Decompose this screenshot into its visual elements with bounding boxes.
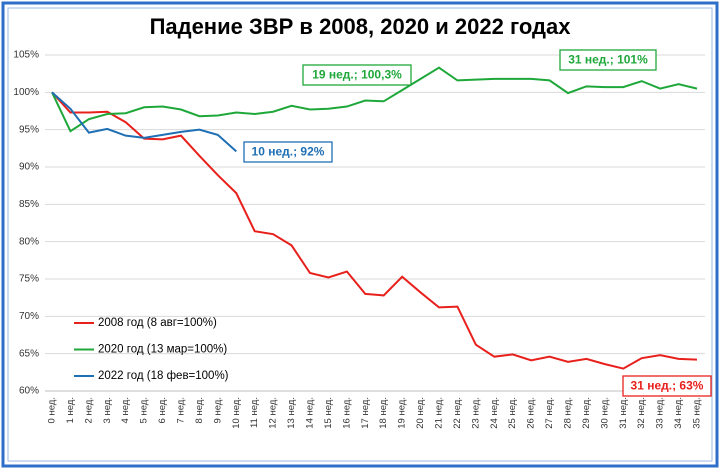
- x-tick-label: 20 нед.: [415, 397, 426, 429]
- annotation-box: [622, 375, 712, 397]
- x-tick-label: 13 нед.: [286, 397, 297, 429]
- x-tick-label: 0 нед.: [47, 397, 58, 423]
- x-tick-label: 27 нед.: [544, 397, 555, 429]
- y-tick-label: 60%: [19, 386, 39, 397]
- chart-title: Падение ЗВР в 2008, 2020 и 2022 годах: [150, 14, 572, 39]
- x-tick-label: 28 нед.: [563, 397, 574, 429]
- annotation: 31 нед.; 63%: [631, 379, 704, 393]
- y-tick-label: 95%: [19, 124, 39, 135]
- annotation: 31 нед.; 101%: [568, 53, 648, 67]
- annotation-box: [243, 141, 333, 163]
- x-tick-label: 1 нед.: [65, 397, 76, 423]
- y-tick-label: 80%: [19, 236, 39, 247]
- x-tick-label: 7 нед.: [176, 397, 187, 423]
- x-tick-label: 25 нед.: [507, 397, 518, 429]
- y-tick-label: 70%: [19, 311, 39, 322]
- series-line: [51, 66, 698, 133]
- x-tick-label: 6 нед.: [157, 397, 168, 423]
- x-tick-label: 17 нед.: [360, 397, 371, 429]
- x-tick-label: 21 нед.: [434, 397, 445, 429]
- x-tick-label: 2 нед.: [83, 397, 94, 423]
- y-tick-label: 65%: [19, 348, 39, 359]
- x-tick-label: 9 нед.: [212, 397, 223, 423]
- x-tick-label: 16 нед.: [341, 397, 352, 429]
- x-tick-label: 11 нед.: [249, 397, 260, 428]
- inner-frame: [7, 7, 713, 462]
- x-tick-label: 19 нед.: [397, 397, 408, 429]
- x-tick-label: 14 нед.: [305, 397, 316, 429]
- legend-label: 2022 год (18 фев=100%): [98, 370, 229, 382]
- x-tick-label: 15 нед.: [323, 397, 334, 429]
- x-tick-label: 34 нед.: [673, 397, 684, 429]
- y-tick-label: 85%: [19, 199, 39, 210]
- x-tick-label: 31 нед.: [618, 397, 629, 429]
- x-tick-label: 18 нед.: [378, 397, 389, 429]
- y-tick-label: 100%: [13, 87, 39, 98]
- x-tick-label: 23 нед.: [470, 397, 481, 429]
- x-tick-label: 33 нед.: [655, 397, 666, 429]
- annotation: 19 нед.; 100,3%: [312, 68, 402, 82]
- x-tick-label: 4 нед.: [120, 397, 131, 423]
- legend-label: 2020 год (13 мар=100%): [98, 344, 227, 356]
- series-line: [51, 91, 237, 153]
- y-tick-label: 90%: [19, 162, 39, 173]
- x-tick-label: 30 нед.: [599, 397, 610, 429]
- x-tick-label: 12 нед.: [268, 397, 279, 429]
- annotation: 10 нед.; 92%: [252, 145, 325, 159]
- annotation-box: [559, 49, 657, 71]
- x-tick-label: 5 нед.: [139, 397, 150, 423]
- series-line: [51, 91, 698, 370]
- annotation-box: [302, 64, 412, 86]
- x-tick-label: 3 нед.: [102, 397, 113, 423]
- x-tick-label: 8 нед.: [194, 397, 205, 423]
- x-tick-label: 29 нед.: [581, 397, 592, 429]
- x-tick-label: 10 нед.: [231, 397, 242, 429]
- x-tick-label: 32 нед.: [636, 397, 647, 429]
- x-tick-label: 26 нед.: [526, 397, 537, 429]
- y-tick-label: 105%: [13, 50, 39, 61]
- x-tick-label: 35 нед.: [692, 397, 703, 429]
- y-tick-label: 75%: [19, 274, 39, 285]
- x-tick-label: 24 нед.: [489, 397, 500, 429]
- legend-label: 2008 год (8 авг=100%): [98, 317, 217, 329]
- x-tick-label: 22 нед.: [452, 397, 463, 429]
